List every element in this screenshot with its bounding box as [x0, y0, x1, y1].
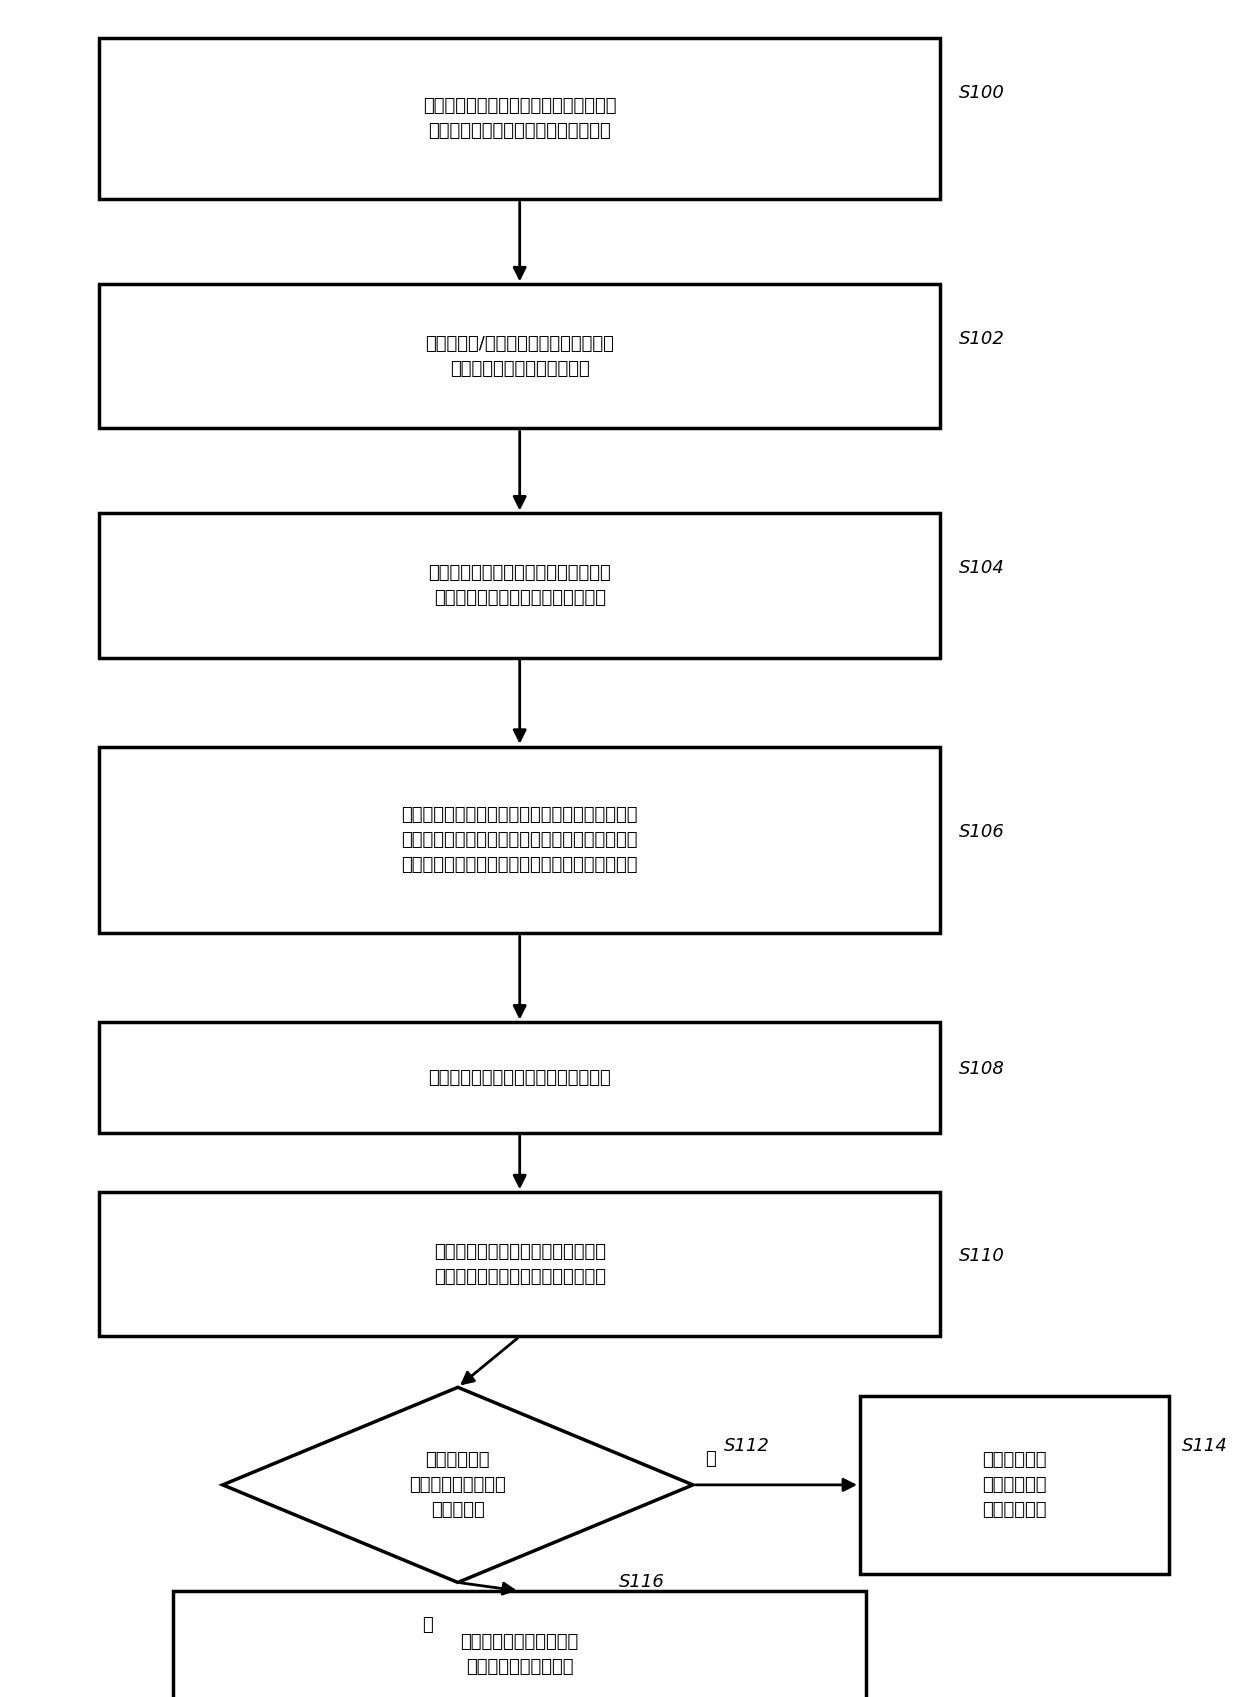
Text: S116: S116 [619, 1573, 665, 1590]
Text: 依据开关状态、电性信息及等效电流，基于克希荷
夫电流定律，设定参考节点及主节点分别具有参考
节点电位及主节点电位，借此产生多个电流方程式: 依据开关状态、电性信息及等效电流，基于克希荷 夫电流定律，设定参考节点及主节点分… [402, 806, 637, 874]
Text: 以处理器对应的电池区块的第二节点作
为参考节点，且第一节点作为主节点: 以处理器对应的电池区块的第二节点作 为参考节点，且第一节点作为主节点 [428, 563, 611, 608]
Text: S104: S104 [959, 560, 1004, 577]
Text: 依据判断结果
将开关组件维
持在关断状态: 依据判断结果 将开关组件维 持在关断状态 [982, 1451, 1047, 1519]
Text: S106: S106 [959, 823, 1004, 840]
Text: 依据所计算的主节点电位及多个电性
信息，计算各电池区块的导通电流值: 依据所计算的主节点电位及多个电性 信息，计算各电池区块的导通电流值 [434, 1242, 605, 1286]
Text: 否: 否 [706, 1449, 715, 1468]
Text: S114: S114 [1182, 1437, 1228, 1454]
FancyBboxPatch shape [99, 1191, 940, 1337]
FancyBboxPatch shape [174, 1592, 867, 1697]
Text: 将负载装置/电源等效为电流源，将充放
电电流作为电流源的等效电流: 将负载装置/电源等效为电流源，将充放 电电流作为电流源的等效电流 [425, 334, 614, 378]
Polygon shape [223, 1388, 693, 1582]
Text: S110: S110 [959, 1247, 1004, 1264]
FancyBboxPatch shape [99, 283, 940, 428]
Text: 通过通讯总线取得各开关组件的开关状态
、各电池模块的电性信息及充放电电流: 通过通讯总线取得各开关组件的开关状态 、各电池模块的电性信息及充放电电流 [423, 97, 616, 141]
Text: S112: S112 [724, 1437, 770, 1454]
FancyBboxPatch shape [99, 512, 940, 657]
FancyBboxPatch shape [861, 1395, 1169, 1575]
Text: S102: S102 [959, 331, 1004, 348]
FancyBboxPatch shape [99, 1022, 940, 1134]
Text: 是: 是 [423, 1616, 433, 1634]
FancyBboxPatch shape [99, 747, 940, 933]
Text: 判断是否可将
对应的开关组件切换
为导通状态: 判断是否可将 对应的开关组件切换 为导通状态 [409, 1451, 506, 1519]
Text: 以多个电流方程式联立计算主节点电位: 以多个电流方程式联立计算主节点电位 [428, 1069, 611, 1086]
Text: S108: S108 [959, 1061, 1004, 1078]
FancyBboxPatch shape [99, 37, 940, 199]
Text: 依据判断结果将对应的开
关组件切换为导通状态: 依据判断结果将对应的开 关组件切换为导通状态 [460, 1633, 579, 1677]
Text: S100: S100 [959, 85, 1004, 102]
